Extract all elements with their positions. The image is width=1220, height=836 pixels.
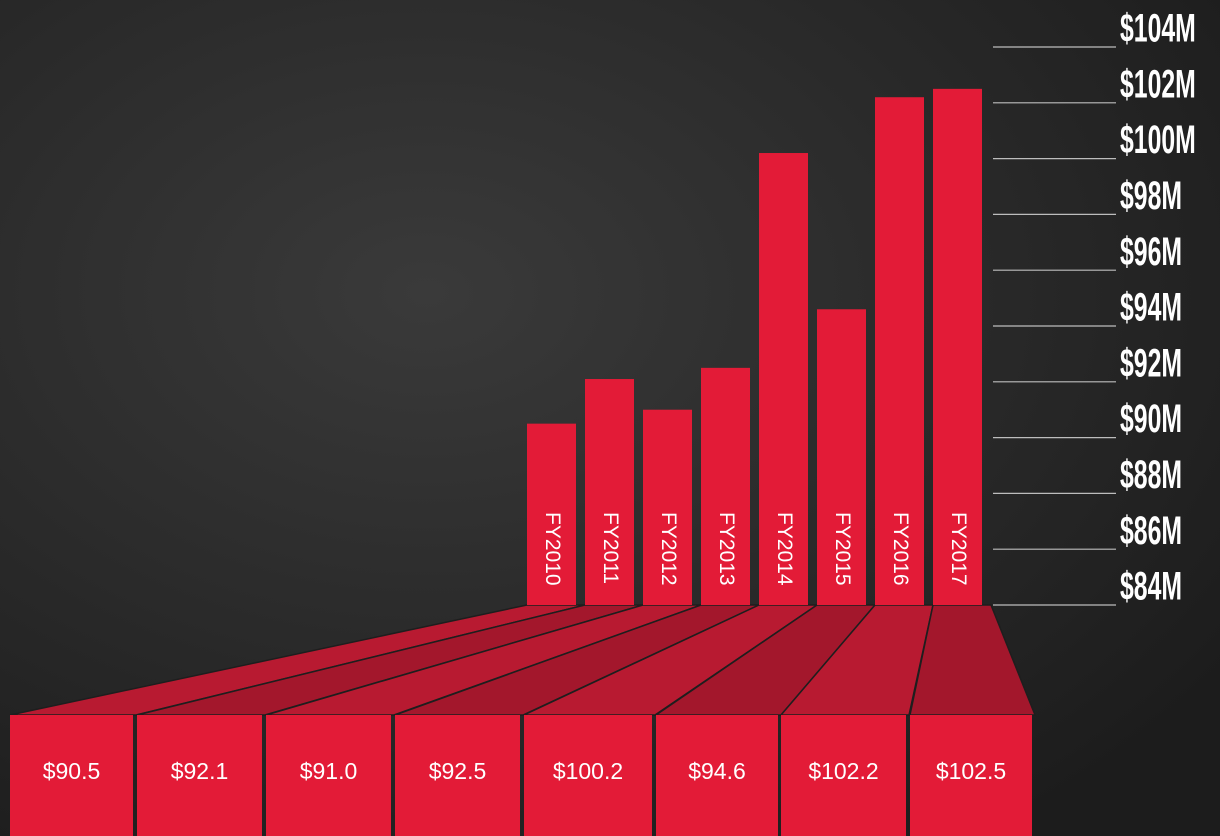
x-tick-label: FY2012 — [657, 512, 680, 586]
y-tick-label: $88M — [1120, 453, 1182, 497]
y-tick-label: $92M — [1120, 341, 1182, 385]
y-tick-label: $96M — [1120, 230, 1182, 274]
value-label: $92.1 — [171, 758, 229, 784]
y-tick-label: $98M — [1120, 174, 1182, 218]
value-label: $90.5 — [43, 758, 101, 784]
x-tick-label: FY2011 — [599, 512, 622, 584]
y-tick-label: $100M — [1120, 118, 1196, 162]
y-tick-label: $84M — [1120, 565, 1182, 609]
value-label: $91.0 — [300, 758, 358, 784]
x-tick-label: FY2016 — [889, 512, 912, 586]
value-label: $94.6 — [688, 758, 746, 784]
x-tick-label: FY2013 — [715, 512, 738, 586]
x-tick-label: FY2010 — [541, 512, 564, 586]
value-label: $100.2 — [553, 758, 623, 784]
page: {"chart_data": {"type": "bar", "categori… — [0, 0, 1220, 836]
x-tick-label: FY2015 — [831, 512, 854, 586]
y-tick-label: $90M — [1120, 397, 1182, 441]
value-label: $102.2 — [808, 758, 878, 784]
y-tick-label: $94M — [1120, 286, 1182, 330]
chart: $84M $86M $88M $90M $92M $94M $96M $98M $100M $10… — [0, 0, 1220, 836]
y-tick-label: $102M — [1120, 62, 1196, 106]
y-tick-label: $86M — [1120, 509, 1182, 553]
x-tick-label: FY2014 — [773, 512, 796, 586]
y-tick-label: $104M — [1120, 7, 1196, 51]
value-label: $92.5 — [429, 758, 487, 784]
x-tick-label: FY2017 — [947, 512, 970, 586]
value-label: $102.5 — [936, 758, 1006, 784]
